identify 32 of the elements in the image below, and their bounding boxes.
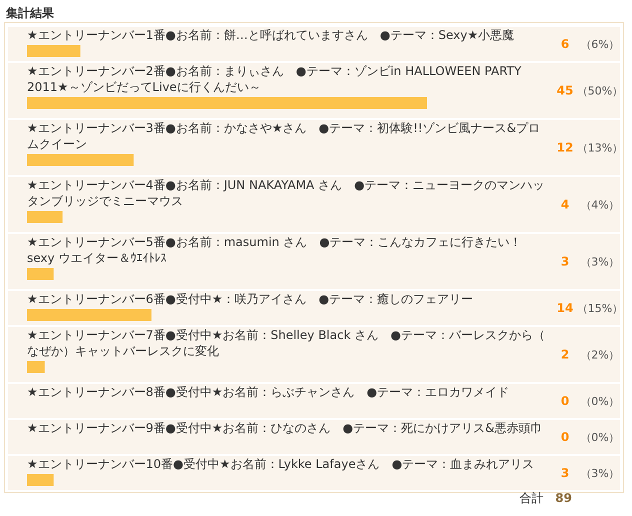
text: （15%） xyxy=(576,302,624,315)
y-tick-label: ★エントリーナンバー7番●受付中★お名前：Shelley Black さん ●テーマ：バーレスクから（なぜか）キャットバーレスクに変化 xyxy=(27,328,545,358)
y-tick-label: ★エントリーナンバー1番●お名前：餅…と呼ばれていますさん ●テーマ：Sexy★小悪魔 xyxy=(27,28,514,42)
y-tick-label: ★エントリーナンバー6番●受付中★：咲乃アイさん ●テーマ：癒しのフェアリー xyxy=(27,292,474,306)
text: （3%） xyxy=(580,256,620,268)
data-label: 2 xyxy=(560,348,570,362)
text: （3%） xyxy=(580,467,620,480)
data-label: 45 xyxy=(556,84,574,98)
data-label: 12 xyxy=(556,140,574,154)
data-label: 6 xyxy=(560,37,570,51)
data-label: 4 xyxy=(560,198,570,212)
text: （0%） xyxy=(580,431,620,444)
data-label: 14 xyxy=(556,301,574,315)
text: （50%） xyxy=(576,84,624,98)
data-label: 0 xyxy=(560,430,570,444)
y-tick-label: ★エントリーナンバー3番●お名前：かなさや★さん ●テーマ：初体験!!ゾンビ風ナース&プロムクイーン xyxy=(27,121,540,151)
data-label: 3 xyxy=(560,466,570,480)
text: 合計 89 xyxy=(519,491,572,505)
y-tick-label: ★エントリーナンバー10番●受付中★お名前：Lykke Lafayeさん ●テーマ：血まみれアリス xyxy=(27,457,534,471)
text: （13%） xyxy=(576,142,624,154)
chart-title: 集計結果 xyxy=(5,6,55,20)
text: （0%） xyxy=(580,395,620,408)
y-tick-label: ★エントリーナンバー4番●お名前：JUN NAKAYAMA さん ●テーマ：ニューヨークのマンハッタンブリッジでミニーマウス xyxy=(27,178,545,208)
y-tick-label: ★エントリーナンバー8番●受付中★お名前：らぶチャンさん ●テーマ：エロカワメイド xyxy=(27,385,510,399)
y-tick-label: ★エントリーナンバー2番●お名前：まりぃさん ●テーマ：ゾンビin HALLOWEEN PARTY 2011★～ゾンビだってLiveに行くんだい～ xyxy=(27,64,522,94)
data-label: 3 xyxy=(560,254,570,268)
data-label: 0 xyxy=(560,394,570,408)
text: （2%） xyxy=(580,348,620,362)
text: （4%） xyxy=(580,198,620,212)
y-tick-label: ★エントリーナンバー9番●受付中★お名前：ひなのさん ●テーマ：死にかけアリス&悪赤頭巾 xyxy=(27,421,542,435)
text: （6%） xyxy=(580,38,620,51)
y-tick-label: ★エントリーナンバー5番●お名前：masumin さん ●テーマ：こんなカフェに行きたい！sexy ウエイター＆ｳｴｲﾄﾚｽ xyxy=(27,235,522,265)
